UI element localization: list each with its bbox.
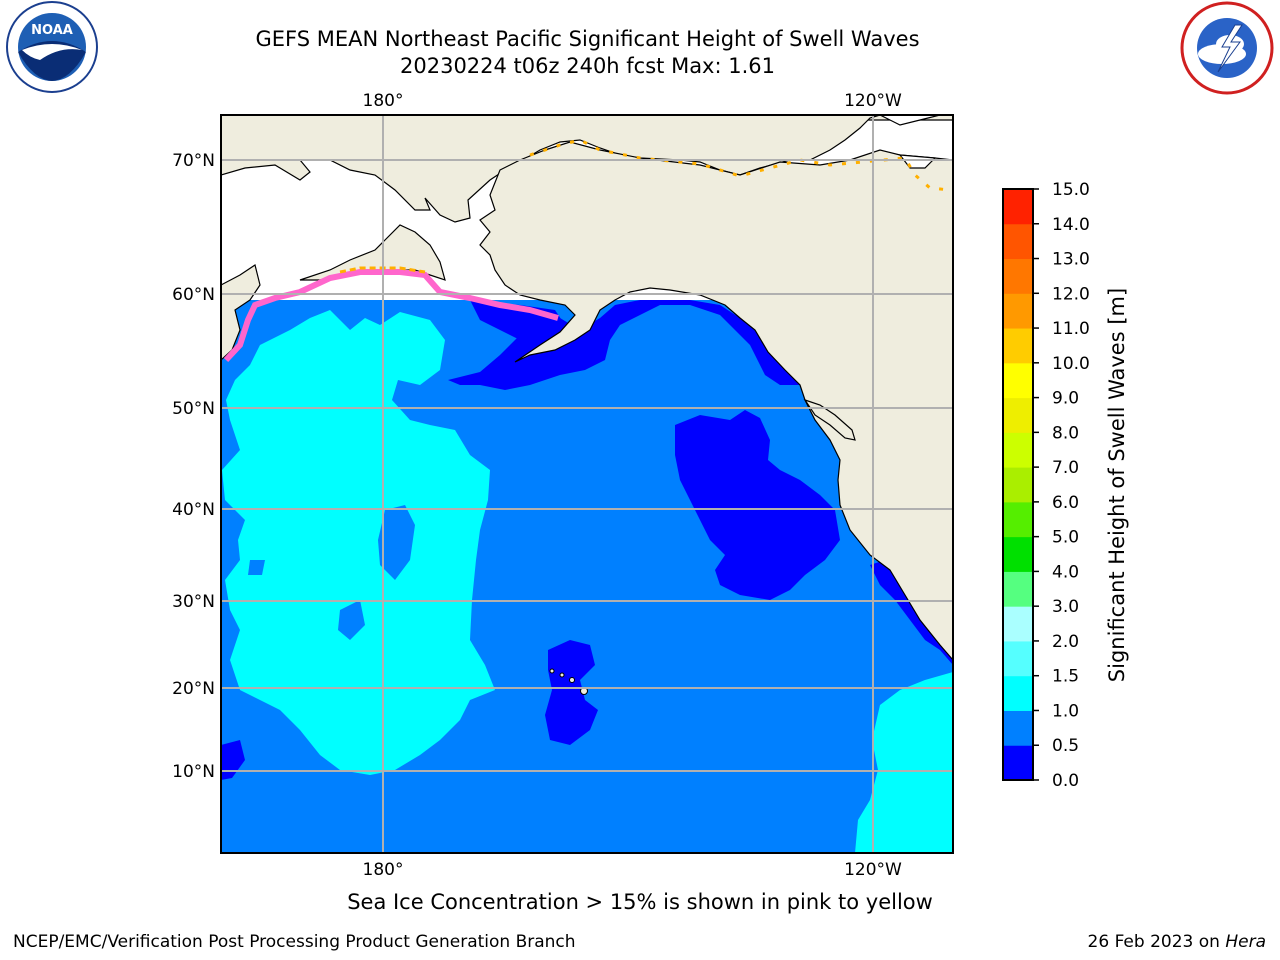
footer-date: 26 Feb 2023 on Hera	[1088, 932, 1266, 952]
colorbar-tick-label: 5.0	[1052, 528, 1079, 548]
colorbar-tick-label: 15.0	[1052, 180, 1090, 200]
footer-host: Hera	[1225, 932, 1266, 952]
colorbar-tick-label: 11.0	[1052, 319, 1090, 339]
colorbar-segment	[1003, 536, 1033, 572]
colorbar-segment	[1003, 362, 1033, 399]
map-plot-area	[221, 115, 953, 853]
footer-date-text: 26 Feb 2023 on	[1087, 932, 1226, 952]
swell-0-0.5m-california-coast	[870, 560, 953, 665]
lon-label-top-180: 180°	[363, 91, 404, 111]
lat-label-10n: 10°N	[172, 762, 215, 782]
swell-0-0.5m-northeast-pacific	[675, 410, 840, 600]
swell-0-0.5m-hawaii	[545, 640, 598, 745]
noaa-logo-text: NOAA	[31, 23, 73, 38]
colorbar-segment	[1003, 432, 1033, 468]
colorbar-tick-label: 1.0	[1052, 701, 1079, 721]
lat-label-50n: 50°N	[172, 399, 215, 419]
colorbar-segment	[1003, 501, 1033, 538]
colorbar-frame	[1002, 188, 1034, 781]
colorbar-segment	[1003, 258, 1033, 294]
colorbar-tick-label: 6.0	[1052, 493, 1079, 513]
colorbar-tick-label: 3.0	[1052, 597, 1079, 617]
footer-credit: NCEP/EMC/Verification Post Processing Pr…	[13, 932, 576, 952]
lat-label-60n: 60°N	[172, 285, 215, 305]
noaa-logo: NOAA	[6, 1, 98, 93]
colorbar-segment	[1003, 467, 1033, 503]
colorbar-tick-label: 12.0	[1052, 284, 1090, 304]
colorbar-tick-label: 9.0	[1052, 389, 1079, 409]
colorbar: 0.0 0.5 1.0 1.5 2.0 3.0 4.0 5.0 6.0 7.0 8.0 9.0 10.0…	[1002, 180, 1090, 791]
colorbar-segment	[1003, 745, 1033, 781]
colorbar-segment	[1003, 328, 1033, 364]
lat-label-20n: 20°N	[172, 679, 215, 699]
colorbar-segment	[1003, 293, 1033, 329]
colorbar-tick-label: 13.0	[1052, 250, 1090, 270]
colorbar-tick-label: 4.0	[1052, 562, 1079, 582]
lat-label-70n: 70°N	[172, 151, 215, 171]
colorbar-tick-label: 14.0	[1052, 215, 1090, 235]
swell-0-0.5m-aleutians	[470, 300, 565, 340]
colorbar-tick-label: 10.0	[1052, 354, 1090, 374]
colorbar-tick-label: 2.0	[1052, 632, 1079, 652]
swell-1-1.5m-southeast	[855, 672, 953, 853]
colorbar-segment	[1003, 397, 1033, 433]
hawaiian-islands	[549, 668, 588, 695]
colorbar-tick-label: 0.0	[1052, 771, 1079, 791]
colorbar-segment	[1003, 606, 1033, 642]
colorbar-label: Significant Height of Swell Waves [m]	[1105, 288, 1129, 682]
sea-ice-note: Sea Ice Concentration > 15% is shown in …	[347, 890, 933, 914]
lat-label-30n: 30°N	[172, 592, 215, 612]
colorbar-segment	[1003, 675, 1033, 711]
colorbar-tick-label: 1.5	[1052, 667, 1079, 687]
colorbar-segment	[1003, 571, 1033, 607]
map-title-line1: GEFS MEAN Northeast Pacific Significant …	[255, 27, 920, 51]
colorbar-tick-label: 7.0	[1052, 458, 1079, 478]
colorbar-segment	[1003, 710, 1033, 746]
lon-label-bottom-180: 180°	[363, 860, 404, 880]
nws-logo	[1180, 1, 1274, 95]
colorbar-segment	[1003, 640, 1033, 677]
colorbar-segment	[1003, 189, 1033, 225]
swell-1-1.5m-west	[222, 310, 495, 775]
sea-ice-edge	[223, 269, 559, 363]
lon-label-top-120w: 120°W	[844, 91, 902, 111]
lat-label-40n: 40°N	[172, 500, 215, 520]
colorbar-tick-label: 0.5	[1052, 736, 1079, 756]
graticule	[221, 115, 953, 853]
map-title-line2: 20230224 t06z 240h fcst Max: 1.61	[400, 54, 775, 78]
colorbar-tick-label: 8.0	[1052, 423, 1079, 443]
lon-label-bottom-120w: 120°W	[844, 860, 902, 880]
map-frame	[220, 114, 954, 854]
colorbar-segment	[1003, 223, 1033, 260]
